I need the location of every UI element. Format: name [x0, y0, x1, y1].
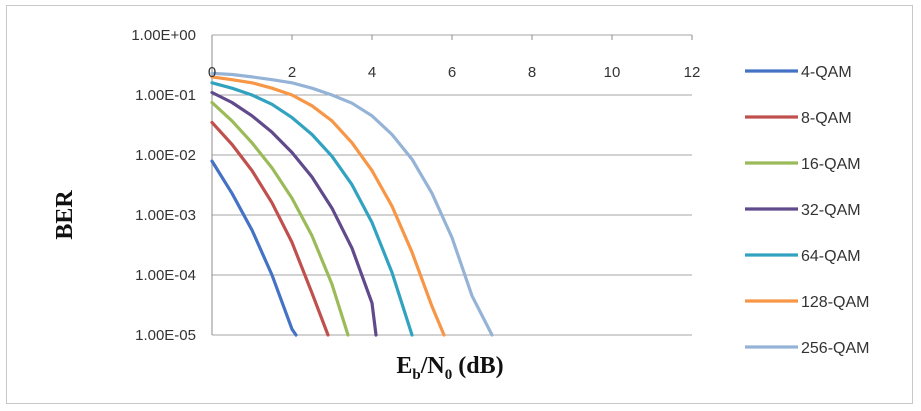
x-tick-label: 0	[208, 64, 216, 81]
series-line-4-qam	[210, 159, 298, 337]
legend-label: 256-QAM	[801, 340, 869, 357]
y-tick-labels: 1.00E+00 1.00E-01 1.00E-02 1.00E-03 1.00E-04…	[131, 27, 196, 344]
x-tick-label: 2	[288, 64, 296, 81]
series-lines	[210, 71, 494, 337]
series-line-64-qam	[210, 81, 414, 337]
y-tick-label: 1.00E-02	[135, 147, 196, 164]
legend-label: 4-QAM	[801, 64, 852, 81]
x-tick-label: 6	[448, 64, 456, 81]
x-tick-label: 8	[528, 64, 536, 81]
x-tick-label: 10	[604, 64, 621, 81]
x-tick-label: 4	[368, 64, 376, 81]
series-line-128-qam	[210, 75, 446, 337]
y-tick-label: 1.00E-04	[135, 267, 196, 284]
x-label-tail: (dB)	[452, 353, 503, 379]
series-line-256-qam	[210, 71, 494, 337]
x-label-mid: /N	[420, 353, 446, 379]
legend-label: 16-QAM	[801, 156, 861, 173]
series-line-8-qam	[210, 120, 330, 337]
y-tick-label: 1.00E-03	[135, 207, 196, 224]
y-tick-label: 1.00E+00	[131, 27, 196, 44]
x-label-sub1: b	[412, 367, 420, 383]
legend-label: 64-QAM	[801, 248, 861, 265]
x-tick-labels: 0 2 4 6 8 10 12	[208, 64, 701, 81]
legend-label: 32-QAM	[801, 202, 861, 219]
legend-label: 8-QAM	[801, 110, 852, 127]
legend-label: 128-QAM	[801, 294, 869, 311]
series-line-16-qam	[210, 100, 350, 337]
y-axis-label: BER	[52, 190, 78, 240]
y-tick-label: 1.00E-01	[135, 87, 196, 104]
axes	[211, 35, 693, 335]
y-tick-label: 1.00E-05	[135, 327, 196, 344]
legend: 4-QAM 8-QAM 16-QAM 32-QAM 64-QAM 128-QAM 256-Q…	[745, 64, 869, 357]
x-tick-label: 12	[684, 64, 701, 81]
x-axis-label: Eb/N0 (dB)	[396, 353, 503, 383]
x-label-main: E	[396, 353, 412, 379]
x-label-sub2: 0	[445, 367, 453, 383]
series-line-32-qam	[210, 90, 378, 337]
